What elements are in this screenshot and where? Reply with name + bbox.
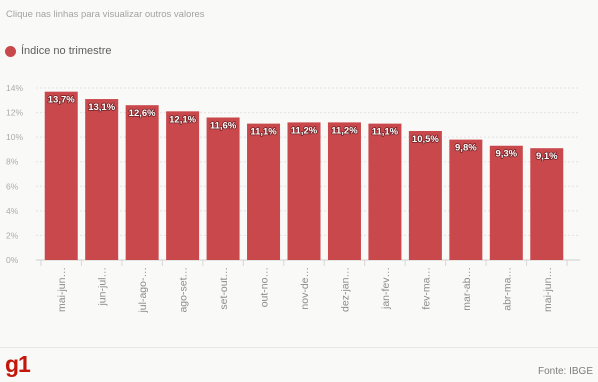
data-label: 11,1% — [372, 127, 399, 138]
chart-instruction: Clique nas linhas para visualizar outros… — [6, 9, 205, 20]
x-tick-label: nov-de… — [299, 267, 311, 310]
data-label: 12,1% — [169, 114, 196, 125]
bar[interactable] — [489, 145, 523, 260]
legend-item[interactable]: Índice no trimestre — [5, 45, 111, 57]
bar[interactable] — [327, 122, 361, 261]
x-tick-label: mai-jun… — [542, 267, 554, 312]
data-label: 12,6% — [129, 108, 156, 119]
bar[interactable] — [166, 111, 200, 260]
bar-series — [44, 91, 564, 261]
x-tick-label: jul-ago-… — [137, 267, 149, 314]
footer-divider — [0, 347, 598, 348]
y-tick-label: 6% — [6, 181, 19, 191]
g1-logo: g1 — [5, 351, 31, 377]
x-tick-label: dez-jan… — [339, 267, 351, 312]
y-tick-label: 10% — [6, 132, 23, 142]
y-tick-label: 8% — [6, 157, 19, 167]
x-tick-label: ago-set… — [178, 267, 190, 313]
y-tick-label: 2% — [6, 230, 19, 240]
y-tick-label: 0% — [6, 255, 19, 265]
legend-dot — [5, 45, 16, 57]
x-tick-label: out-no… — [259, 267, 271, 307]
x-tick-label: mar-ab… — [461, 267, 473, 311]
bar[interactable] — [85, 99, 119, 260]
bar[interactable] — [206, 117, 240, 260]
data-label: 13,1% — [88, 102, 115, 113]
bar[interactable] — [368, 123, 402, 260]
bar-chart: 0% 2% 4% 6% 8% 10% 12% 14% mai-jun… jun-jul… jul-a… — [6, 83, 580, 314]
data-label: 11,6% — [210, 120, 237, 131]
legend-label: Índice no trimestre — [21, 45, 112, 57]
bar[interactable] — [408, 131, 442, 260]
x-tick-label: jun-jul… — [97, 267, 109, 307]
data-label: 9,1% — [536, 151, 558, 162]
x-tick-label: abr-ma… — [501, 267, 513, 311]
bar[interactable] — [287, 122, 321, 261]
y-tick-label: 4% — [6, 206, 19, 216]
data-label: 11,2% — [291, 125, 318, 136]
source-credit: Fonte: IBGE — [537, 366, 593, 377]
bar[interactable] — [449, 139, 483, 260]
bar[interactable] — [125, 105, 159, 260]
data-label: 9,3% — [495, 149, 517, 160]
data-label: 13,7% — [48, 95, 75, 106]
x-tick-label: jan-fev… — [380, 267, 392, 310]
bar[interactable] — [44, 91, 78, 260]
y-tick-label: 14% — [6, 83, 23, 93]
y-tick-label: 12% — [6, 108, 23, 118]
data-label: 9,8% — [455, 143, 477, 154]
data-label: 11,1% — [250, 127, 277, 138]
data-label: 10,5% — [412, 134, 439, 145]
x-tick-label: fev-ma… — [420, 267, 432, 310]
x-axis: mai-jun… jun-jul… jul-ago-… ago-set… set-out… — [40, 260, 568, 314]
bar[interactable] — [247, 123, 281, 260]
x-tick-label: mai-jun… — [56, 267, 68, 312]
data-labels: 13,7% 13,1% 12,6% 12,1% 11,6% 11,1% 11,2% 11,2%… — [47, 94, 559, 163]
data-label: 11,2% — [331, 125, 358, 136]
bar[interactable] — [530, 148, 564, 260]
y-axis: 0% 2% 4% 6% 8% 10% 12% 14% — [6, 83, 23, 265]
x-tick-label: set-out… — [218, 267, 230, 310]
